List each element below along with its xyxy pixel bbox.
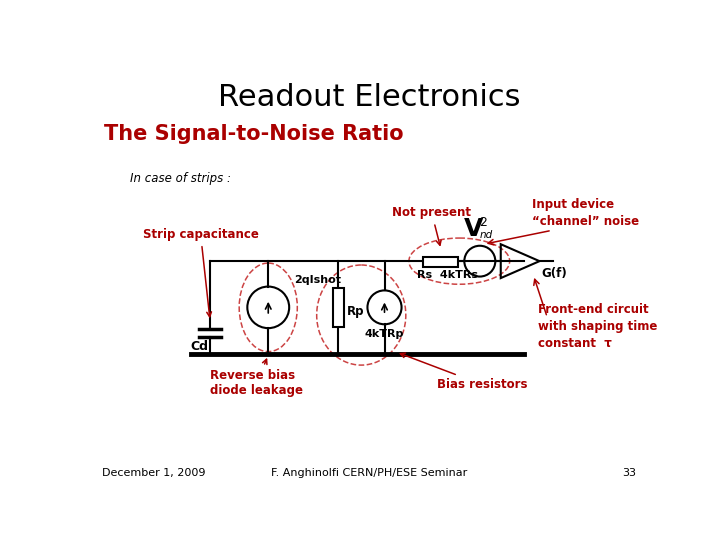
Text: December 1, 2009: December 1, 2009 (102, 468, 205, 478)
Text: G(f): G(f) (541, 267, 567, 280)
Text: Strip capacitance: Strip capacitance (143, 228, 258, 317)
Text: F. Anghinolfi CERN/PH/ESE Seminar: F. Anghinolfi CERN/PH/ESE Seminar (271, 468, 467, 478)
Text: The Signal-to-Noise Ratio: The Signal-to-Noise Ratio (104, 124, 404, 144)
Text: $\mathbf{V}$: $\mathbf{V}$ (463, 217, 485, 241)
Text: Readout Electronics: Readout Electronics (217, 83, 521, 112)
Text: 4kTRp: 4kTRp (365, 329, 404, 339)
Text: Reverse bias
diode leakage: Reverse bias diode leakage (210, 359, 303, 397)
Bar (423, 256, 458, 267)
Text: Input device
“channel” noise: Input device “channel” noise (532, 198, 639, 228)
Text: Bias resistors: Bias resistors (400, 353, 528, 391)
Text: Front-end circuit
with shaping time
constant  τ: Front-end circuit with shaping time cons… (538, 303, 657, 350)
Text: Cd: Cd (191, 340, 209, 353)
Text: 2: 2 (479, 216, 487, 229)
Text: Rs  4kTRs: Rs 4kTRs (417, 270, 478, 280)
Text: 33: 33 (622, 468, 636, 478)
Text: Rp: Rp (347, 305, 365, 318)
Text: 2qIshot: 2qIshot (294, 275, 341, 286)
Text: In case of strips :: In case of strips : (130, 172, 231, 185)
Text: Not present: Not present (392, 206, 472, 245)
Bar (333, 288, 344, 327)
Text: nd: nd (480, 230, 493, 240)
